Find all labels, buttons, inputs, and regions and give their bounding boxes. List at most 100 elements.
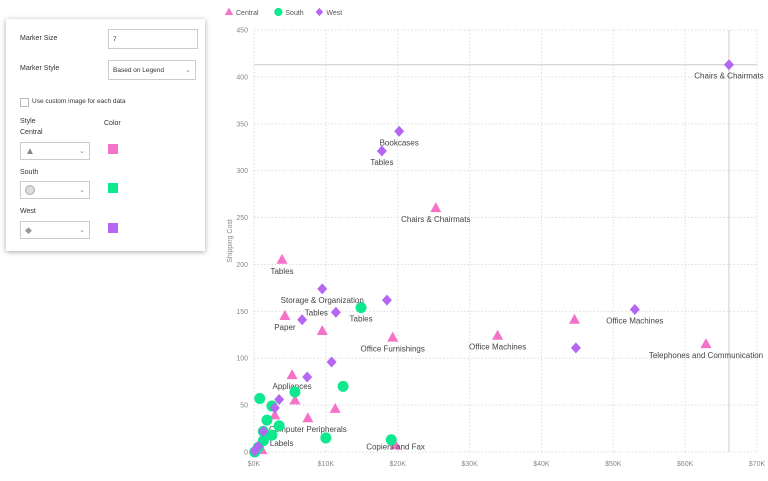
data-label: Office Machines	[469, 343, 526, 352]
point-central	[276, 253, 288, 264]
point-central	[316, 325, 328, 336]
series-label-central: Central	[20, 129, 43, 136]
legend-marker-central	[224, 7, 234, 15]
point-central	[279, 310, 291, 321]
marker-style-value: Based on Legend	[113, 66, 164, 74]
point-central	[289, 394, 301, 405]
x-tick-label: $10K	[318, 461, 335, 468]
point-west	[326, 356, 337, 368]
marker-size-label: Marker Size	[20, 35, 58, 42]
format-panel: Marker Size 7 Marker Style Based on Lege…	[6, 19, 205, 251]
point-central	[387, 331, 399, 342]
central-color-swatch[interactable]	[108, 144, 118, 154]
data-label: Telephones and Communication	[649, 351, 763, 360]
point-west	[302, 371, 313, 383]
central-style-dropdown[interactable]: ▲ ⌄	[20, 142, 90, 160]
y-tick-label: 200	[236, 262, 248, 269]
chevron-down-icon: ⌄	[79, 227, 85, 234]
point-south	[249, 446, 261, 458]
circle-icon	[25, 185, 35, 195]
point-west	[629, 303, 640, 315]
point-central	[329, 402, 341, 413]
data-label: Bookcases	[380, 138, 419, 147]
point-central	[256, 444, 268, 455]
data-label: Storage & Organization	[281, 296, 364, 305]
point-central	[302, 412, 314, 423]
data-label: Tables	[370, 158, 393, 167]
point-west	[253, 440, 264, 452]
x-tick-label: $40K	[533, 461, 550, 468]
triangle-icon: ▲	[25, 145, 35, 157]
data-label: Computer Peripherals	[269, 425, 347, 434]
legend-marker-west	[315, 7, 324, 17]
y-tick-label: 300	[236, 168, 248, 175]
point-south	[257, 435, 269, 447]
point-west	[381, 294, 392, 306]
point-west	[570, 342, 581, 354]
style-header: Style	[20, 118, 36, 125]
point-south	[266, 429, 278, 441]
point-central	[492, 329, 504, 340]
point-west	[317, 283, 328, 295]
marker-style-label: Marker Style	[20, 65, 60, 72]
point-central	[390, 439, 402, 450]
data-points: Chairs & Chairmats Tables Paper Office Furn…	[249, 59, 764, 458]
custom-image-checkbox[interactable]	[20, 98, 29, 107]
chevron-down-icon: ⌄	[185, 67, 191, 74]
series-label-south: South	[20, 169, 39, 176]
point-west	[274, 393, 285, 405]
legend-marker-south	[274, 7, 283, 17]
x-tick-label: $0K	[248, 461, 261, 468]
point-south	[337, 380, 349, 392]
point-west	[723, 59, 734, 71]
south-style-dropdown[interactable]: ⌄	[20, 181, 90, 199]
point-south	[257, 425, 269, 437]
marker-size-value: 7	[113, 35, 117, 43]
point-south	[320, 432, 332, 444]
y-tick-label: 100	[236, 356, 248, 363]
point-west	[269, 402, 280, 414]
point-central	[286, 369, 298, 380]
y-tick-label: 350	[236, 121, 248, 128]
west-style-dropdown[interactable]: ◆ ⌄	[20, 221, 90, 239]
point-south	[266, 400, 278, 412]
data-label: Paper	[274, 323, 296, 332]
data-label: Chairs & Chairmats	[694, 72, 763, 81]
y-axis-title: Shipping Cost	[227, 219, 234, 263]
data-label: Chairs & Chairmats	[401, 215, 470, 224]
point-central	[700, 338, 712, 349]
x-tick-label: $30K	[461, 461, 478, 468]
legend-label-central: Central	[236, 10, 259, 17]
west-color-swatch[interactable]	[108, 223, 118, 233]
point-west	[376, 145, 387, 157]
marker-size-input[interactable]: 7	[108, 29, 198, 49]
custom-image-label: Use custom image for each data	[32, 98, 126, 105]
point-west	[249, 445, 260, 457]
chevron-down-icon: ⌄	[79, 187, 85, 194]
x-tick-label: $50K	[605, 461, 622, 468]
color-header: Color	[104, 120, 121, 127]
data-label: Tables	[305, 308, 328, 317]
gridlines	[253, 29, 758, 453]
point-central	[430, 202, 442, 213]
legend: Central South West	[224, 7, 342, 17]
point-south	[355, 302, 367, 314]
y-tick-label: 400	[236, 74, 248, 81]
series-label-west: West	[20, 208, 36, 215]
point-west	[297, 314, 308, 326]
legend-label-west: West	[326, 10, 342, 17]
point-central	[568, 313, 580, 324]
y-tick-label: 0	[244, 450, 248, 457]
point-south	[385, 434, 397, 446]
x-tick-label: $20K	[390, 461, 407, 468]
marker-style-dropdown[interactable]: Based on Legend ⌄	[108, 60, 196, 80]
point-west	[330, 306, 341, 318]
point-south	[289, 386, 301, 398]
chevron-down-icon: ⌄	[79, 148, 85, 155]
south-color-swatch[interactable]	[108, 183, 118, 193]
y-tick-label: 150	[236, 309, 248, 316]
data-label: Appliances	[273, 382, 312, 391]
point-west	[394, 125, 405, 137]
data-label: Tables	[350, 315, 373, 324]
data-label: Tables	[270, 267, 293, 276]
